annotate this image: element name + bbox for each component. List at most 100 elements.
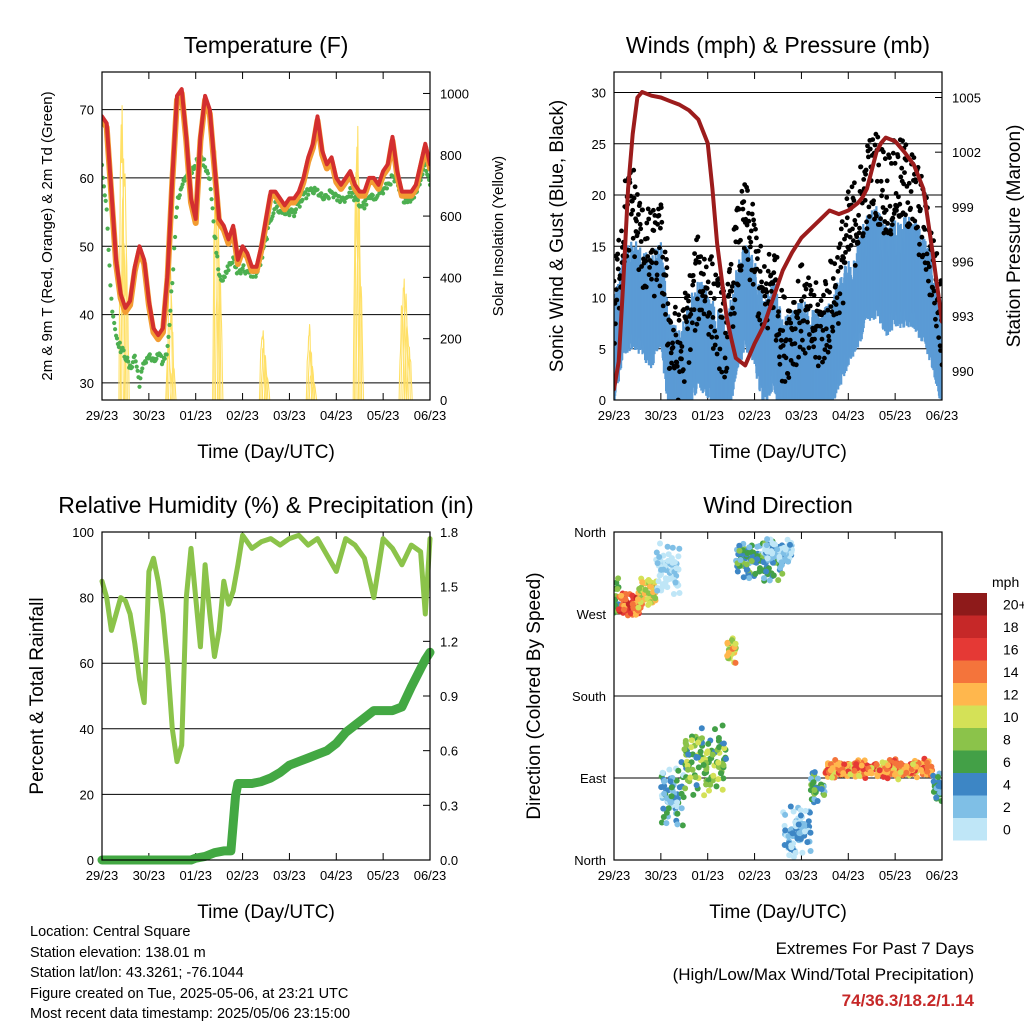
- solar-trace: [307, 349, 314, 400]
- gust-point: [867, 146, 873, 152]
- x-tick-label: 05/23: [367, 868, 400, 883]
- direction-point: [673, 777, 680, 784]
- dewpoint-point: [177, 193, 182, 198]
- direction-point: [655, 578, 662, 585]
- gust-point: [670, 340, 675, 346]
- gust-point: [938, 278, 942, 283]
- direction-point: [661, 790, 668, 797]
- gust-point: [681, 379, 687, 384]
- direction-point: [703, 781, 710, 788]
- direction-point: [656, 572, 663, 579]
- gust-point: [903, 212, 908, 218]
- gust-point: [747, 235, 752, 241]
- direction-point: [847, 771, 854, 778]
- gust-point: [726, 292, 732, 298]
- gust-point: [711, 296, 717, 301]
- gust-point: [766, 251, 772, 257]
- gust-point: [664, 265, 670, 271]
- direction-point: [658, 819, 665, 826]
- y2-axis-label: Station Pressure (Maroon): [1004, 125, 1024, 348]
- gust-point: [614, 321, 618, 327]
- gust-point: [890, 215, 896, 221]
- gust-point: [736, 206, 742, 212]
- gust-point: [894, 208, 899, 213]
- gust-point: [739, 188, 745, 194]
- gust-point: [848, 242, 854, 248]
- extremes-box: Extremes For Past 7 Days (High/Low/Max W…: [673, 936, 974, 1014]
- dewpoint-point: [154, 356, 159, 361]
- gust-point: [802, 350, 808, 356]
- direction-point: [660, 582, 667, 589]
- elevation-text: Station elevation: 138.01 m: [30, 944, 206, 961]
- gust-point: [830, 276, 836, 281]
- gust-point: [614, 256, 620, 262]
- direction-point: [786, 852, 793, 859]
- y-tick-label: 30: [592, 86, 606, 101]
- direction-point: [710, 772, 717, 779]
- gust-point: [836, 245, 842, 251]
- gust-point: [813, 280, 819, 285]
- gust-point: [659, 219, 665, 225]
- direction-point: [646, 583, 653, 590]
- colorbar-swatch: [953, 660, 987, 683]
- y-tick-label: 100: [72, 525, 94, 540]
- dewpoint-point: [306, 192, 311, 197]
- gust-point: [775, 313, 781, 319]
- gust-point: [863, 167, 869, 173]
- direction-point: [642, 586, 649, 593]
- gust-point: [884, 178, 890, 184]
- gust-point: [763, 281, 769, 287]
- gust-point: [852, 218, 858, 223]
- gust-point: [671, 327, 676, 333]
- gust-point: [852, 180, 857, 186]
- gust-point: [745, 257, 751, 262]
- dewpoint-point: [180, 182, 185, 187]
- gust-point: [657, 283, 663, 289]
- y-tick-label: 40: [80, 722, 94, 737]
- direction-point: [679, 822, 686, 829]
- gust-point: [795, 278, 801, 284]
- y-tick-label: 25: [592, 137, 606, 152]
- gust-point: [934, 251, 940, 256]
- direction-point: [676, 590, 683, 596]
- dewpoint-point: [203, 165, 208, 170]
- y-tick-label: 20: [592, 188, 606, 203]
- pressure-line: [614, 90, 942, 392]
- direction-point: [668, 784, 675, 791]
- direction-point: [787, 803, 794, 810]
- gust-point: [863, 171, 868, 177]
- gust-point: [851, 238, 856, 244]
- gust-point: [728, 261, 734, 267]
- y-tick-label: East: [580, 771, 606, 786]
- gust-point: [692, 328, 698, 333]
- gust-point: [688, 311, 694, 317]
- direction-point: [669, 559, 676, 566]
- y2-tick-label: 800: [440, 148, 462, 163]
- gust-point: [673, 304, 678, 310]
- direction-point: [695, 764, 702, 771]
- gust-point: [674, 360, 680, 365]
- gust-point: [719, 315, 725, 320]
- gust-point: [696, 316, 702, 322]
- gust-point: [834, 295, 840, 301]
- gust-point: [709, 334, 715, 340]
- dewpoint-point: [210, 206, 215, 211]
- direction-point: [675, 553, 682, 560]
- dewpoint-point: [230, 260, 235, 265]
- dewpoint-point: [137, 384, 142, 389]
- gust-point: [899, 165, 905, 171]
- wind-direction-panel: Wind Direction Time (Day/UTC) 29/23 30/23 01…: [524, 492, 958, 923]
- gust-point: [800, 337, 805, 343]
- gust-point: [898, 174, 904, 180]
- dewpoint-point: [426, 173, 430, 178]
- direction-point: [713, 783, 720, 790]
- gust-point: [743, 248, 749, 254]
- gust-point: [706, 332, 712, 337]
- x-tick-label: 02/23: [738, 408, 771, 423]
- gust-point: [679, 356, 684, 362]
- direction-point: [873, 761, 880, 768]
- gust-point: [902, 170, 907, 176]
- gust-point: [812, 327, 818, 333]
- direction-point: [774, 546, 781, 553]
- gust-point: [934, 323, 939, 329]
